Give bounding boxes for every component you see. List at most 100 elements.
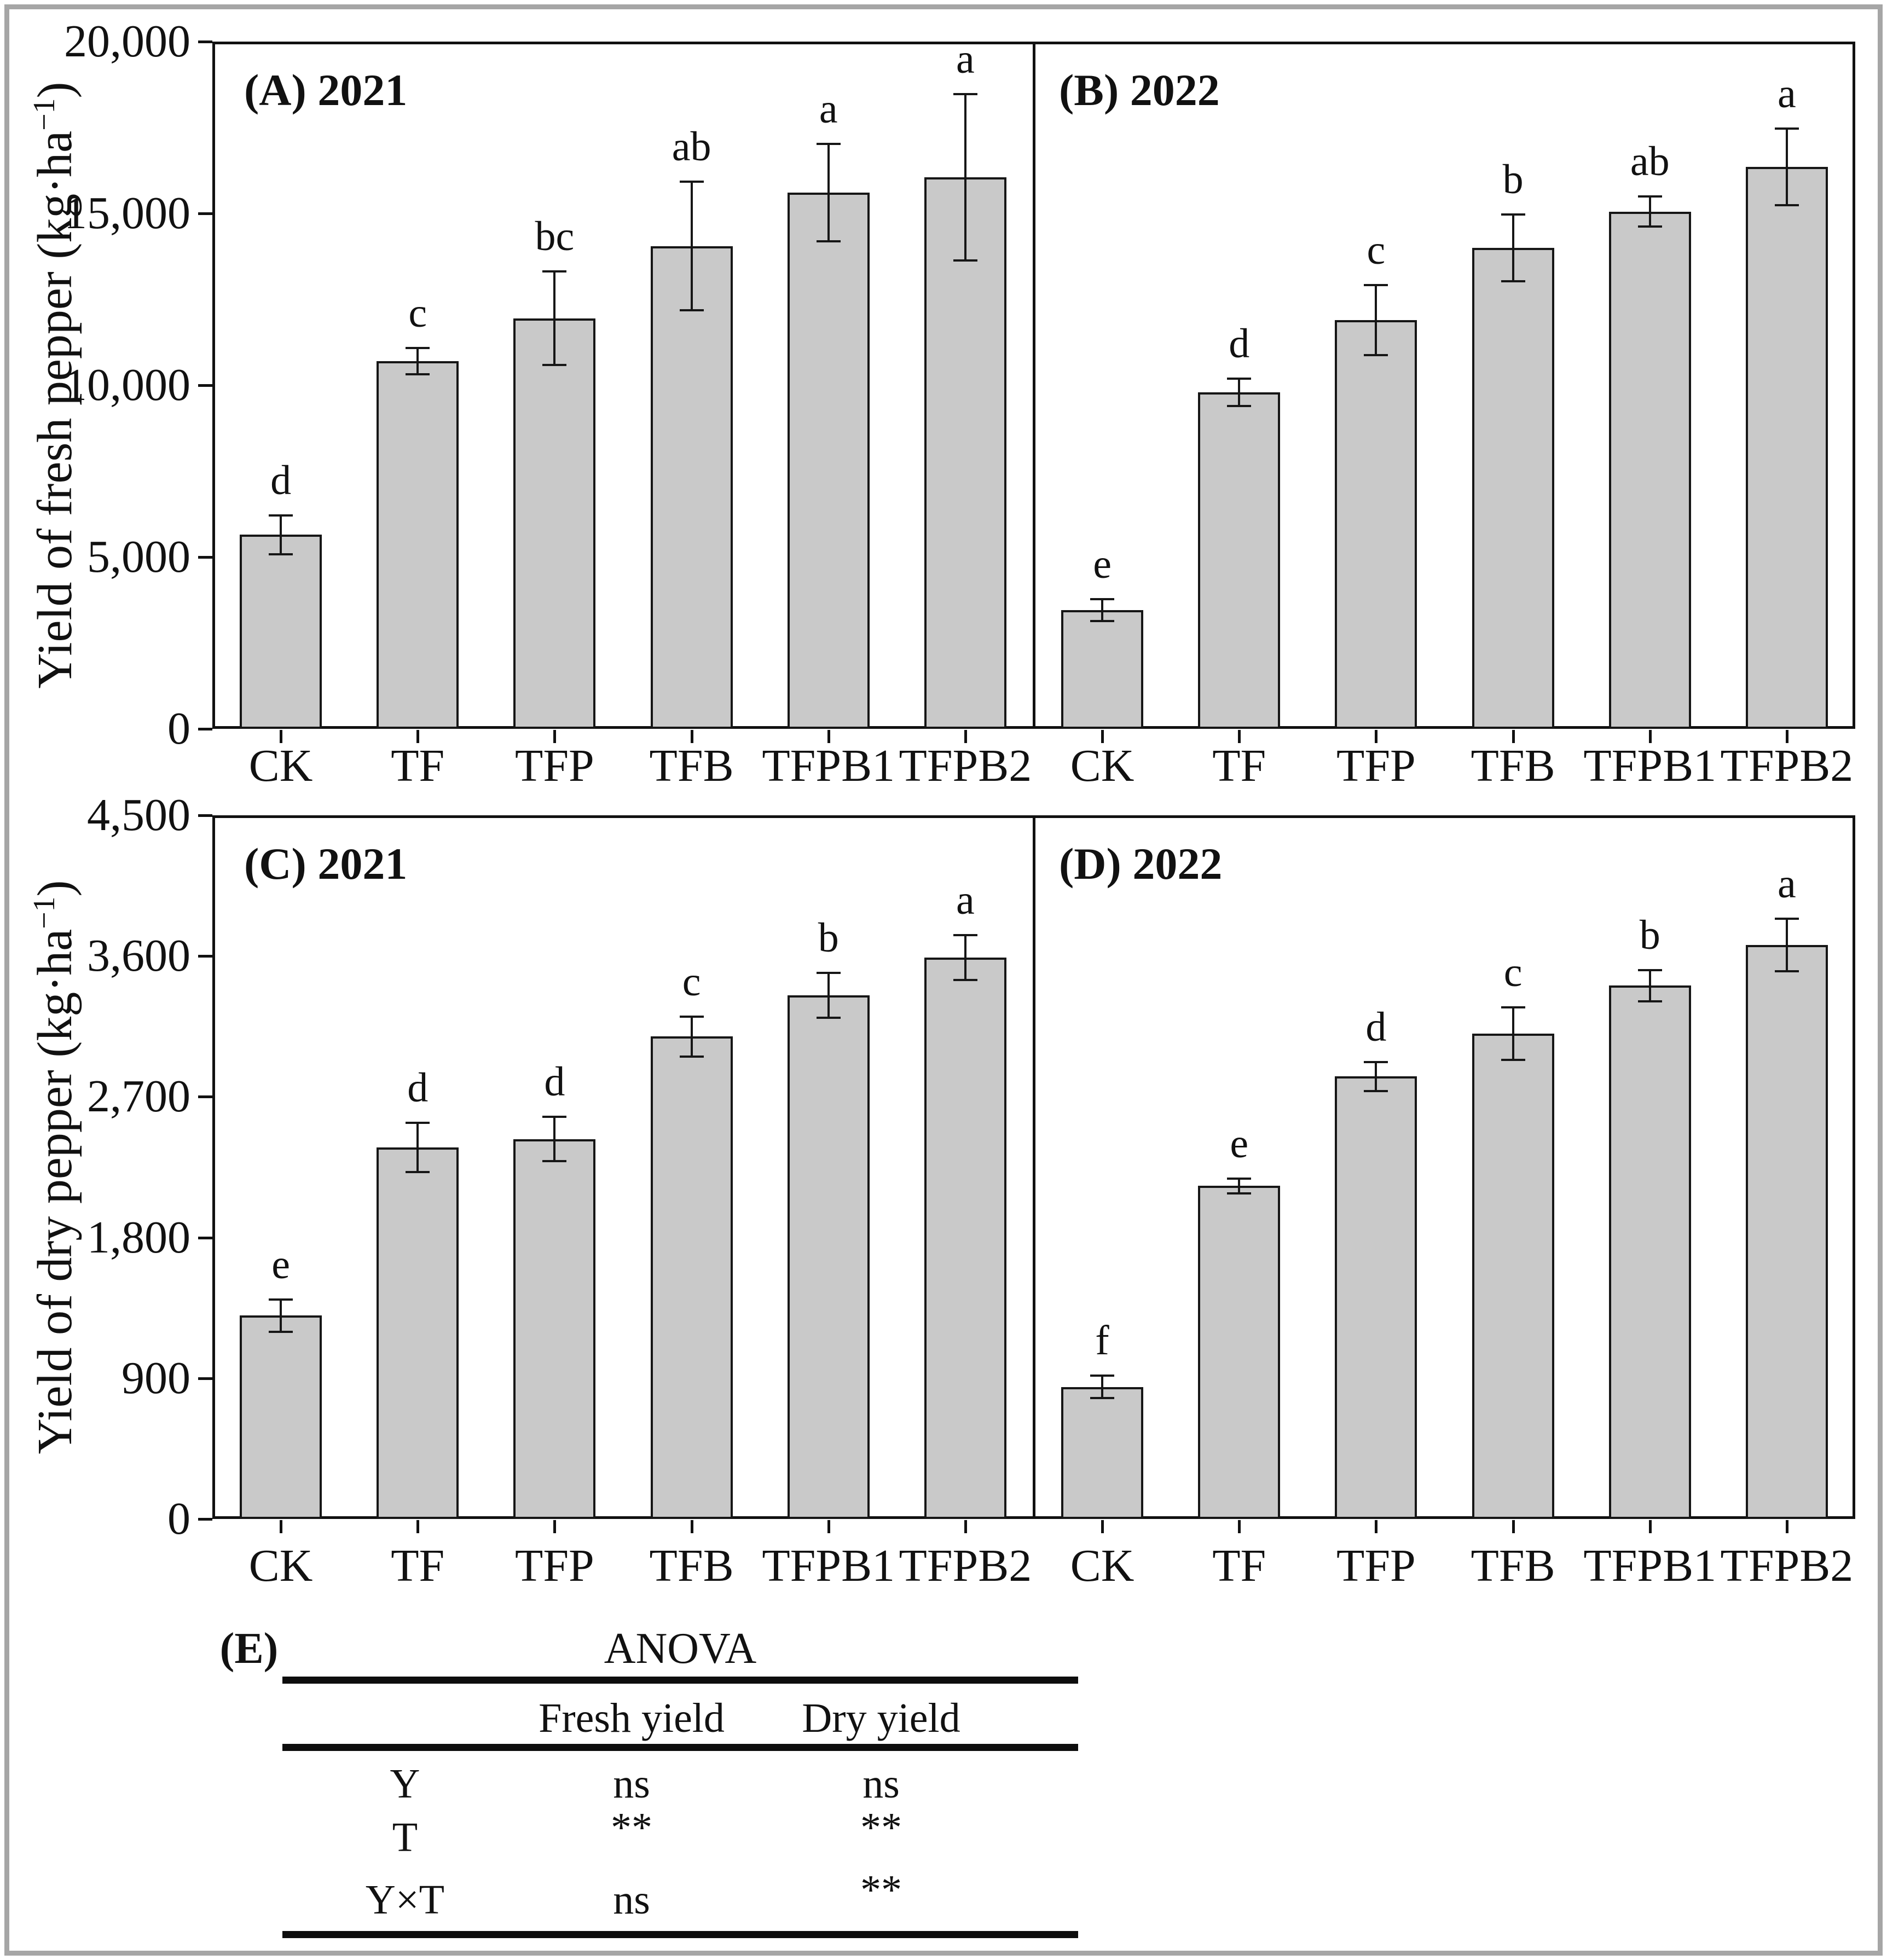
- error-bar-cap-top: [1227, 1177, 1252, 1180]
- anova-value-dry: **: [860, 1805, 902, 1851]
- error-bar: [280, 1298, 282, 1333]
- error-bar: [827, 971, 830, 1019]
- error-bar-cap-top: [406, 1122, 430, 1124]
- x-axis-tick: [553, 730, 557, 743]
- y-axis-tick-label: 3,600: [87, 930, 190, 982]
- y-axis-tick: [198, 1377, 212, 1380]
- anova-header-dry: Dry yield: [802, 1695, 960, 1741]
- error-bar-cap-top: [816, 143, 841, 146]
- error-bar-cap-bottom: [1637, 1000, 1662, 1002]
- anova-value-fresh: **: [611, 1805, 652, 1851]
- x-axis-tick: [827, 730, 830, 743]
- error-bar: [1648, 969, 1651, 1002]
- bar: [377, 1147, 459, 1519]
- panel-title-d: (D) 2022: [1059, 839, 1223, 889]
- bar: [513, 318, 596, 729]
- x-axis-tick: [964, 730, 967, 743]
- x-axis-tick: [1648, 730, 1652, 743]
- error-bar-cap-top: [1637, 969, 1662, 972]
- error-bar-cap-bottom: [953, 259, 977, 262]
- anova-factor: Y×T: [365, 1877, 445, 1923]
- anova-panel-label: (E): [219, 1625, 279, 1673]
- anova-value-fresh: ns: [613, 1877, 650, 1923]
- y-axis-tick-label: 1,800: [87, 1211, 190, 1263]
- anova-rule-top: [282, 1677, 1078, 1684]
- y-axis-tick-label: 0: [167, 703, 190, 754]
- error-bar: [964, 93, 966, 262]
- bar: [1061, 1387, 1144, 1519]
- y-axis-tick: [198, 1236, 212, 1239]
- anova-value-dry: **: [860, 1867, 902, 1913]
- error-bar-cap-top: [1090, 1374, 1115, 1377]
- bar: [1745, 945, 1828, 1519]
- panel-title-b: (B) 2022: [1059, 65, 1220, 115]
- panel-divider: [1033, 815, 1035, 1519]
- bar: [240, 535, 322, 729]
- y-axis-tick: [198, 556, 212, 559]
- error-bar-cap-top: [1501, 1006, 1525, 1008]
- x-axis-tick: [553, 1520, 557, 1533]
- x-axis-tick-label: TFPB1: [1583, 740, 1717, 791]
- x-axis-tick-label: CK: [1070, 1540, 1134, 1591]
- x-axis-tick-label: TFPB2: [1720, 1540, 1854, 1591]
- significance-letter: a: [819, 86, 838, 132]
- x-axis-tick-label: TFB: [1471, 740, 1555, 791]
- error-bar-cap-bottom: [1364, 353, 1388, 356]
- x-axis-tick-label: TFB: [649, 1540, 734, 1591]
- error-bar: [553, 1115, 556, 1163]
- x-axis-tick: [416, 730, 420, 743]
- significance-letter: b: [1639, 912, 1660, 959]
- bar: [924, 177, 1006, 729]
- significance-letter: bc: [535, 213, 575, 259]
- y-axis-tick-label: 900: [121, 1352, 190, 1404]
- significance-letter: a: [1778, 861, 1796, 907]
- x-axis-tick-label: TF: [391, 740, 445, 791]
- error-bar-cap-bottom: [816, 240, 841, 243]
- y-axis-tick: [198, 814, 212, 817]
- significance-letter: c: [1367, 227, 1386, 273]
- error-bar-cap-bottom: [1227, 1192, 1252, 1194]
- x-axis-tick-label: TFP: [515, 740, 594, 791]
- x-axis-tick-label: CK: [248, 740, 313, 791]
- error-bar: [964, 934, 966, 981]
- error-bar-cap-bottom: [1364, 1089, 1388, 1092]
- x-axis-tick-label: TF: [1212, 740, 1266, 791]
- x-axis-tick: [1238, 730, 1241, 743]
- anova-header-fresh: Fresh yield: [539, 1695, 725, 1741]
- error-bar-cap-top: [1637, 195, 1662, 198]
- bar: [1335, 320, 1417, 729]
- error-bar: [280, 514, 282, 555]
- x-axis-tick: [280, 1520, 283, 1533]
- significance-letter: a: [956, 36, 975, 83]
- anova-factor: T: [392, 1814, 418, 1860]
- error-bar-cap-top: [406, 346, 430, 349]
- y-axis-tick: [198, 212, 212, 215]
- x-axis-tick-label: TF: [391, 1540, 445, 1591]
- significance-letter: d: [270, 457, 292, 503]
- panel-divider: [1033, 42, 1035, 729]
- error-bar-cap-top: [953, 93, 977, 96]
- x-axis-tick: [827, 1520, 830, 1533]
- error-bar-cap-top: [1227, 377, 1252, 380]
- y-axis-tick-label: 2,700: [87, 1071, 190, 1122]
- x-axis-tick-label: CK: [248, 1540, 313, 1591]
- y-axis-tick-label: 5,000: [87, 531, 190, 582]
- x-axis-tick-label: TFPB2: [1720, 740, 1854, 791]
- error-bar-cap-bottom: [1501, 1058, 1525, 1061]
- error-bar: [1238, 377, 1241, 407]
- bar: [1335, 1076, 1417, 1519]
- error-bar-cap-bottom: [1774, 204, 1799, 207]
- error-bar-cap-bottom: [679, 1055, 704, 1058]
- significance-letter: c: [408, 289, 427, 336]
- x-axis-tick-label: TFB: [1471, 1540, 1555, 1591]
- bar: [1608, 985, 1691, 1519]
- anova-rule-mid: [282, 1744, 1078, 1751]
- error-bar: [553, 270, 556, 367]
- error-bar-cap-top: [1090, 598, 1115, 601]
- significance-letter: d: [1229, 320, 1250, 367]
- bar: [1198, 392, 1281, 729]
- y-axis-tick: [198, 384, 212, 387]
- error-bar-cap-top: [269, 1298, 293, 1301]
- error-bar-cap-bottom: [406, 373, 430, 376]
